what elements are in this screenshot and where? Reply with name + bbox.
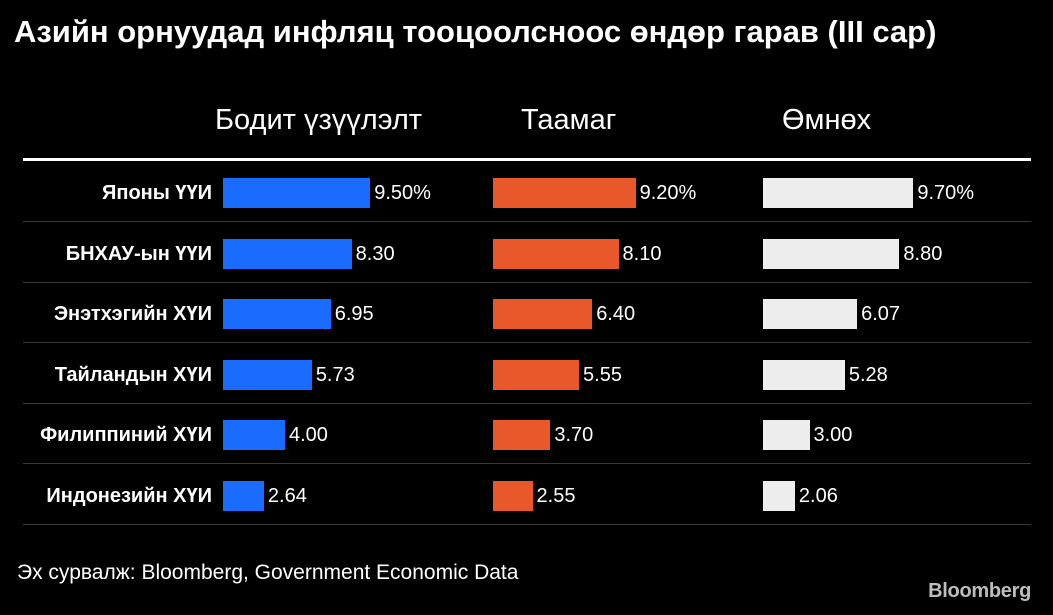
row-separator	[23, 402, 1031, 404]
bar-series-0-row-3	[223, 359, 312, 390]
series-header-2: Өмнөх	[782, 104, 872, 136]
bar-series-2-row-3	[763, 359, 845, 390]
bar-series-1-row-2	[493, 299, 593, 329]
category-label: Японы ҮҮИ	[101, 182, 212, 204]
bar-series-2-row-1	[763, 238, 900, 269]
bar-series-1-row-3	[493, 359, 580, 390]
bar-series-2-row-0	[763, 178, 914, 208]
chart-title: Азийн орнуудад инфляц тооцоолсноос өндөр…	[14, 14, 937, 49]
data-label-series-1-row-5: 2.55	[536, 484, 576, 507]
bar-series-2-row-2	[763, 299, 858, 329]
data-label-series-1-row-4: 3.70	[554, 424, 594, 446]
data-label-series-0-row-4: 4.00	[289, 424, 328, 446]
row-separator	[23, 342, 1031, 343]
bar-series-2-row-4	[763, 420, 810, 450]
data-label-series-0-row-0: 9.50%	[374, 182, 431, 204]
data-label-series-2-row-2: 6.07	[861, 303, 901, 325]
bar-series-2-row-5	[763, 480, 795, 511]
data-label-series-2-row-3: 5.28	[848, 363, 888, 386]
category-label: Филиппиний ХҮИ	[40, 424, 212, 446]
bar-series-0-row-4	[223, 420, 285, 450]
data-label-series-1-row-3: 5.55	[583, 363, 622, 386]
data-label-series-0-row-2: 6.95	[334, 303, 374, 325]
bar-series-0-row-2	[223, 299, 331, 329]
data-label-series-1-row-1: 8.10	[622, 242, 662, 265]
row-separator	[23, 463, 1031, 464]
category-label: Энэтхэгийн ХҮИ	[53, 303, 212, 325]
row-separator	[23, 281, 1031, 283]
category-label: Индонезийн ХҮИ	[46, 484, 212, 507]
data-label-series-2-row-4: 3.00	[813, 424, 853, 446]
bar-series-1-row-5	[493, 480, 533, 511]
data-label-series-0-row-3: 5.73	[315, 363, 355, 386]
bar-series-0-row-5	[223, 480, 264, 511]
data-label-series-0-row-5: 2.64	[267, 484, 307, 507]
category-label: БНХАУ-ын ҮҮИ	[65, 242, 212, 265]
series-header-1: Таамаг	[521, 104, 617, 136]
bar-series-1-row-0	[493, 178, 636, 208]
source-note: Эх сурвалж: Bloomberg, Government Econom…	[17, 561, 519, 584]
bar-series-1-row-1	[493, 238, 619, 269]
data-label-series-2-row-1: 8.80	[903, 242, 943, 265]
bar-series-0-row-1	[223, 238, 352, 269]
brand-logo: Bloomberg	[928, 580, 1031, 602]
data-label-series-0-row-1: 8.30	[355, 242, 395, 265]
data-label-series-2-row-0: 9.70%	[917, 182, 975, 204]
row-separator	[23, 221, 1031, 222]
series-header-0: Бодит үзүүлэлт	[215, 104, 423, 136]
data-label-series-1-row-2: 6.40	[596, 303, 636, 325]
bar-series-0-row-0	[223, 178, 371, 208]
category-label: Тайландын ХҮИ	[54, 363, 212, 386]
header-rule	[23, 158, 1031, 161]
row-separator	[23, 523, 1031, 525]
data-label-series-1-row-0: 9.20%	[639, 182, 697, 204]
data-label-series-2-row-5: 2.06	[798, 484, 838, 507]
bar-series-1-row-4	[493, 420, 551, 450]
